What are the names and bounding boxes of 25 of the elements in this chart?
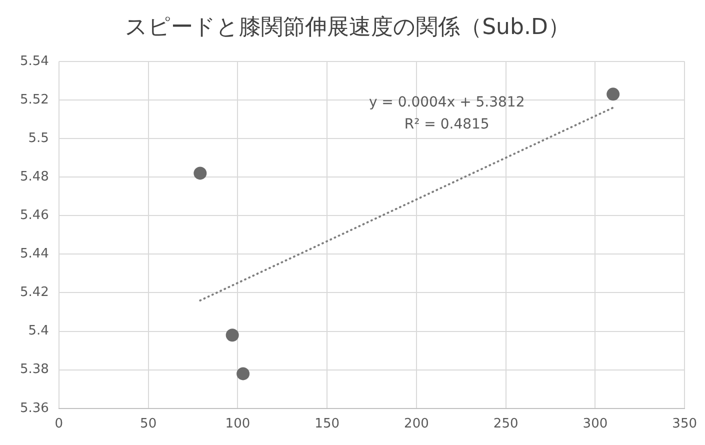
y-tick-label: 5.4 <box>28 324 49 339</box>
x-tick-label: 200 <box>404 416 429 432</box>
x-tick-label: 250 <box>493 416 518 432</box>
x-tick-label: 100 <box>225 416 250 432</box>
x-tick-label: 300 <box>582 416 608 432</box>
y-tick-label: 5.36 <box>20 400 49 416</box>
annotation: y = 0.0004x + 5.3812 <box>368 94 525 110</box>
y-tick-label: 5.44 <box>20 246 49 262</box>
y-tick-label: 5.42 <box>20 285 49 300</box>
y-tick-label: 5.5 <box>28 130 49 146</box>
x-tick-label: 0 <box>54 416 64 432</box>
y-tick-label: 5.38 <box>20 362 49 378</box>
point <box>194 166 207 180</box>
point <box>226 328 239 342</box>
x-tick-label: 150 <box>314 416 340 432</box>
y-tick-label: 5.54 <box>20 54 49 69</box>
y-tick-label: 5.46 <box>20 208 49 223</box>
y-tick-label: 5.52 <box>20 92 49 108</box>
x-tick-label: 350 <box>672 416 698 432</box>
point <box>606 88 620 101</box>
point <box>236 367 250 380</box>
x-tick-label: 50 <box>140 416 157 432</box>
chart-title: スピードと膝関節伸展速度の関係（Sub.D） <box>125 14 570 40</box>
y-tick-label: 5.48 <box>20 169 49 184</box>
annotation: R² = 0.4815 <box>404 116 490 132</box>
